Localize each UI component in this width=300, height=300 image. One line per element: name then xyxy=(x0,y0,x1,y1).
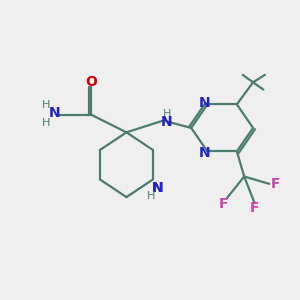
Text: F: F xyxy=(270,177,280,191)
Text: F: F xyxy=(250,201,259,215)
Text: N: N xyxy=(152,181,163,195)
Text: F: F xyxy=(219,196,228,211)
Text: H: H xyxy=(42,100,50,110)
Text: N: N xyxy=(49,106,60,120)
Text: H: H xyxy=(163,109,171,119)
Text: H: H xyxy=(42,118,50,128)
Text: N: N xyxy=(161,115,172,129)
Text: N: N xyxy=(152,181,163,195)
Text: H: H xyxy=(146,190,155,201)
Text: N: N xyxy=(199,146,210,160)
Text: N: N xyxy=(199,96,210,110)
Text: O: O xyxy=(85,75,97,89)
